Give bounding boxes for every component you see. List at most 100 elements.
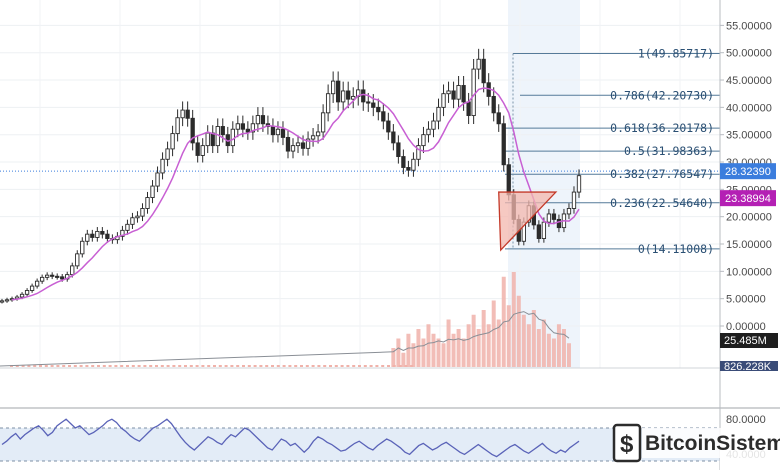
candle-body — [190, 117, 195, 144]
candle-body — [95, 230, 100, 238]
volume-bar-small — [363, 365, 367, 367]
volume-bar-small — [329, 365, 332, 367]
candle-body — [160, 158, 165, 174]
candle-body — [506, 164, 511, 196]
candle-body — [541, 221, 547, 239]
volume-bar-small — [79, 365, 83, 367]
volume-bar-small — [114, 365, 118, 367]
candle-body — [295, 142, 301, 147]
candle-body — [29, 285, 35, 291]
volume-bar — [421, 338, 426, 367]
volume-bar — [566, 343, 571, 367]
candle-body — [165, 148, 170, 160]
candle-body — [290, 145, 296, 152]
y-tick-label: 0.00000 — [726, 321, 766, 333]
candle-body — [155, 172, 160, 187]
volume-bar-small — [91, 365, 95, 367]
fib-level-label: 1(49.85717) — [638, 46, 714, 60]
volume-bar-small — [288, 365, 292, 367]
price-tag-label: 28.32390 — [725, 166, 771, 178]
volume-bar-small — [178, 365, 182, 367]
candle-body — [80, 240, 85, 255]
y-tick-label: 55.00000 — [726, 20, 772, 32]
volume-bar-small — [392, 365, 396, 367]
candle-body — [501, 123, 506, 166]
volume-bar-small — [189, 365, 193, 367]
volume-bar-small — [247, 365, 251, 367]
volume-bar-small — [294, 365, 298, 367]
volume-bar-small — [102, 365, 106, 367]
candle-body — [85, 233, 90, 242]
candle-body — [130, 217, 135, 225]
volume-bar-small — [131, 365, 135, 367]
volume-bar-small — [97, 365, 100, 367]
volume-bar — [476, 329, 481, 367]
candlestick-series — [0, 48, 582, 304]
candle-body — [361, 89, 366, 103]
candle-body — [220, 126, 225, 136]
candle-body — [120, 229, 125, 237]
candle-body — [175, 117, 180, 135]
y-tick-label: 45.00000 — [726, 75, 772, 87]
volume-bar-small — [201, 365, 205, 367]
candle-body — [396, 142, 401, 158]
candle-body — [426, 128, 431, 136]
volume-bar — [491, 300, 496, 367]
candle-body — [305, 138, 311, 149]
volume-ma-line — [0, 311, 570, 367]
volume-bar-small — [39, 365, 42, 367]
volume-bar-small — [271, 365, 274, 367]
candle-body — [546, 213, 552, 223]
volume-axis-tag — [720, 333, 778, 348]
fib-level-label: 0.236(22.54640) — [610, 196, 714, 210]
volume-bar-small — [56, 365, 60, 367]
fib-level-label: 0(14.11008) — [638, 242, 714, 256]
volume-bar-small — [126, 365, 129, 367]
volume-bar-small — [85, 365, 89, 367]
candle-body — [381, 111, 386, 122]
volume-bar-small — [236, 365, 240, 367]
candle-body — [280, 128, 286, 138]
candle-body — [70, 265, 75, 276]
candle-body — [185, 109, 190, 119]
volume-bar-small — [166, 365, 170, 367]
volume-bar-small — [323, 365, 327, 367]
volume-bar-small — [207, 365, 211, 367]
fib-level-label: 0.382(27.76547) — [610, 167, 714, 181]
volume-bar-small — [195, 365, 199, 367]
candle-body — [34, 280, 40, 287]
candle-body — [371, 102, 376, 108]
candle-body — [275, 128, 281, 136]
candle-body — [170, 133, 175, 150]
candle-body — [200, 145, 205, 156]
volume-bar-small — [15, 365, 19, 367]
volume-bar-small — [230, 365, 234, 367]
volume-bar-small — [155, 365, 158, 367]
candle-body — [255, 115, 261, 125]
candle-body — [150, 185, 155, 198]
candle-body — [0, 300, 5, 303]
volume-axis-label: 25.485M — [724, 335, 767, 347]
candle-body — [551, 213, 557, 220]
volume-bar-small — [242, 365, 245, 367]
volume-bar — [446, 319, 451, 367]
volume-bar-small — [120, 365, 124, 367]
volume-bar — [526, 324, 531, 367]
volume-bar-small — [27, 365, 31, 367]
volume-bar-small — [213, 365, 216, 367]
candle-body — [230, 128, 235, 147]
candle-body — [406, 167, 411, 171]
candle-body — [451, 90, 456, 100]
candle-body — [100, 230, 105, 235]
volume-bar-small — [21, 365, 25, 367]
candle-body — [536, 224, 542, 239]
rsi-line — [1, 418, 580, 458]
volume-bar — [461, 338, 466, 367]
price-tag — [720, 163, 776, 180]
candle-body — [250, 123, 256, 133]
y-tick-label: 20.00000 — [726, 212, 772, 224]
candle-body — [456, 85, 461, 100]
bitcoin-icon: $ — [612, 423, 642, 463]
